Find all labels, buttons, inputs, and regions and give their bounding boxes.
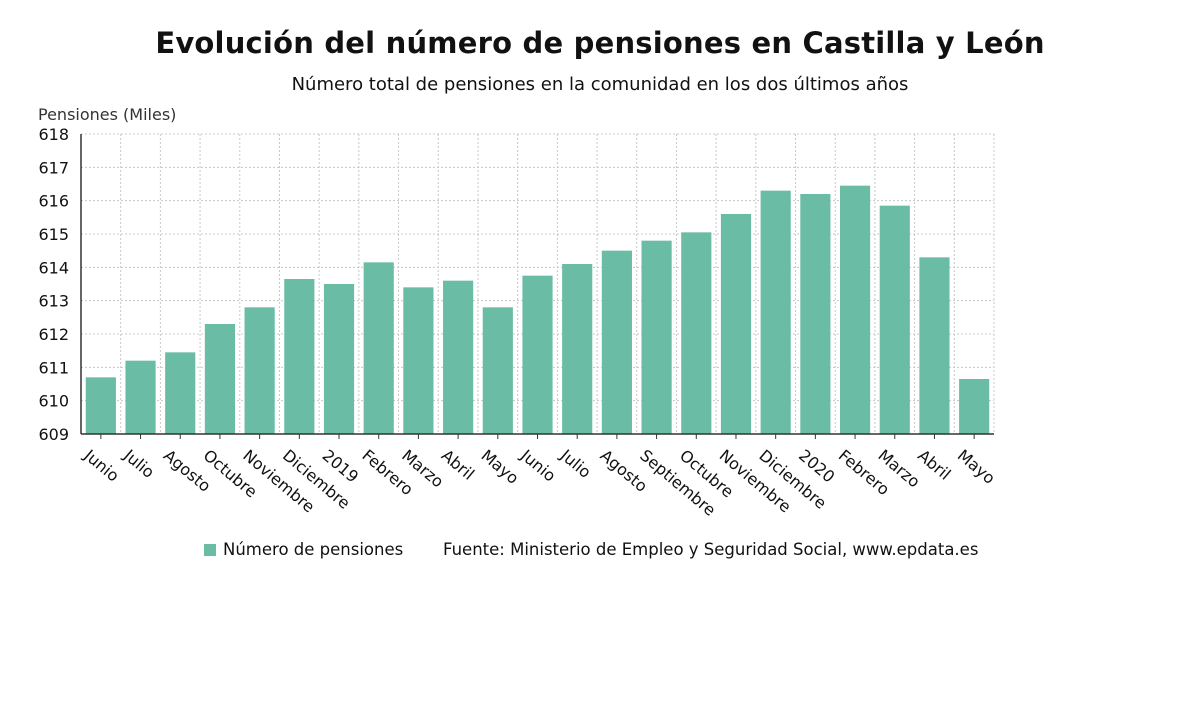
- x-tick-label: Junio: [80, 445, 123, 485]
- y-tick-label: 618: [38, 125, 69, 144]
- bar[interactable]: [562, 264, 593, 434]
- legend-item[interactable]: Número de pensiones: [204, 540, 403, 559]
- bar[interactable]: [839, 185, 871, 434]
- bars-layer: [85, 185, 990, 434]
- bar[interactable]: [800, 194, 831, 434]
- bar[interactable]: [125, 360, 156, 434]
- chart-title: Evolución del número de pensiones en Cas…: [155, 26, 1045, 60]
- x-tick-label: Mayo: [478, 446, 523, 488]
- bar[interactable]: [244, 307, 275, 434]
- chart-subtitle: Número total de pensiones en la comunida…: [0, 74, 1200, 95]
- y-tick-label: 610: [38, 392, 69, 411]
- y-tick-label: 615: [38, 225, 69, 244]
- y-axis-label: Pensiones (Miles): [38, 105, 176, 124]
- y-tick-label: 609: [38, 425, 69, 444]
- bar[interactable]: [641, 240, 672, 434]
- y-tick-label: 611: [38, 358, 69, 377]
- y-tick-label: 616: [38, 192, 69, 211]
- bar[interactable]: [601, 250, 632, 434]
- x-tick-label: Julio: [556, 445, 595, 482]
- bar[interactable]: [363, 262, 394, 434]
- bar[interactable]: [879, 205, 910, 434]
- legend-label: Número de pensiones: [223, 540, 404, 559]
- chart-subtitle-text: Número total de pensiones en la comunida…: [291, 74, 909, 95]
- bar[interactable]: [165, 352, 196, 434]
- bar[interactable]: [284, 279, 315, 434]
- y-tick-label: 614: [38, 258, 69, 277]
- x-tick-label: Junio: [516, 445, 559, 485]
- bar[interactable]: [482, 307, 513, 434]
- bar[interactable]: [720, 214, 752, 434]
- bar[interactable]: [959, 379, 990, 434]
- bar[interactable]: [681, 232, 712, 434]
- y-tick-label: 613: [38, 292, 69, 311]
- bar[interactable]: [403, 287, 434, 434]
- bar[interactable]: [443, 280, 474, 434]
- x-tick-label: Julio: [119, 445, 158, 482]
- x-tick-label: Mayo: [954, 446, 999, 488]
- y-tick-label: 612: [38, 325, 69, 344]
- bar[interactable]: [522, 275, 553, 434]
- bar[interactable]: [85, 377, 116, 434]
- bar[interactable]: [919, 257, 950, 434]
- legend-swatch: [204, 543, 216, 556]
- bar[interactable]: [760, 190, 791, 434]
- bar[interactable]: [323, 284, 355, 434]
- source-note: Fuente: Ministerio de Empleo y Seguridad…: [443, 540, 979, 559]
- bar[interactable]: [204, 324, 236, 434]
- y-tick-label: 617: [38, 158, 69, 177]
